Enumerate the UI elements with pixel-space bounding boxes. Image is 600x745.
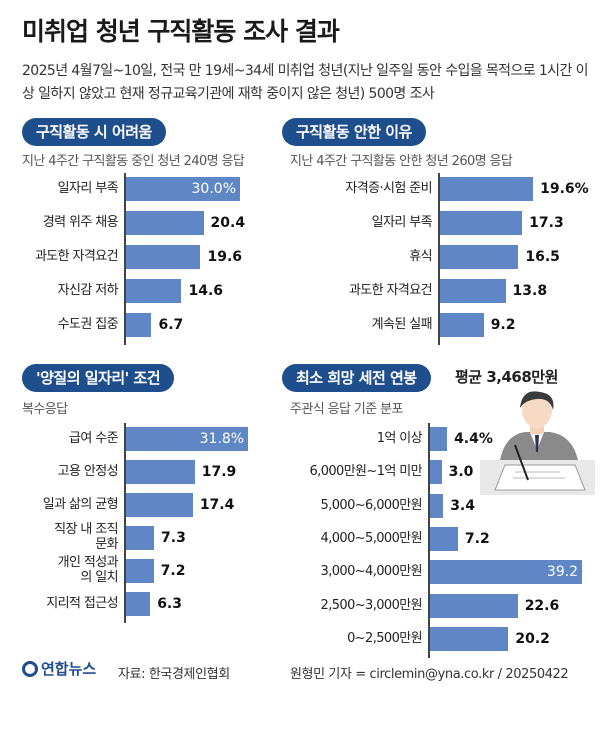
chart1-axis bbox=[124, 173, 126, 345]
chart2-value-label: 19.6% bbox=[540, 181, 589, 197]
chart1-note: 지난 4주간 구직활동 중인 청년 240명 응답 bbox=[22, 154, 245, 169]
chart4-category-label: 1억 이상 bbox=[376, 431, 423, 446]
chart1-title: 구직활동 시 어려움 bbox=[22, 118, 166, 146]
chart4-bar bbox=[430, 493, 444, 518]
chart3-axis bbox=[124, 423, 126, 623]
chart4-bar bbox=[430, 427, 448, 451]
chart4-value-label: 3.0 bbox=[448, 464, 474, 481]
chart1-value-label: 6.7 bbox=[158, 317, 184, 333]
chart4-category-label: 3,000~4,000만원 bbox=[320, 564, 423, 580]
chart3-category-label: 고용 안정성 bbox=[57, 464, 119, 479]
chart2-bar bbox=[440, 279, 506, 303]
chart1-bar bbox=[126, 177, 240, 201]
chart3-bar bbox=[126, 460, 195, 484]
logo-mark-icon bbox=[22, 660, 38, 677]
chart4-value-label: 20.2 bbox=[515, 630, 550, 647]
chart2-category-label: 휴식 bbox=[409, 249, 432, 264]
chart3-value-label: 6.3 bbox=[157, 596, 182, 612]
chart4-value-label: 7.2 bbox=[464, 530, 490, 547]
chart1-bar bbox=[126, 279, 182, 303]
chart2-bar bbox=[440, 211, 523, 235]
chart3-bar bbox=[126, 526, 155, 550]
chart3-value-label: 7.2 bbox=[160, 563, 186, 579]
chart2-category-label: 과도한 자격요건 bbox=[348, 283, 433, 298]
chart3-category-label: 지리적 접근성 bbox=[46, 596, 118, 611]
average-salary: 평균 3,468만원 bbox=[455, 368, 558, 386]
chart4-bar bbox=[430, 560, 583, 585]
chart2-category-label: 자격증·시험 준비 bbox=[345, 181, 432, 196]
chart1-value-label: 14.6 bbox=[188, 283, 224, 299]
chart3-value-label: 31.8% bbox=[199, 431, 245, 447]
chart3-value-label: 17.4 bbox=[199, 497, 235, 513]
chart4-axis bbox=[428, 423, 430, 659]
chart1-category-label: 일자리 부족 bbox=[57, 181, 119, 196]
chart4-category-label: 2,500~3,000만원 bbox=[320, 597, 423, 613]
yonhap-logo: 연합뉴스 bbox=[22, 658, 96, 679]
chart1-value-label: 19.6 bbox=[207, 249, 243, 265]
chart1-value-label: 30.0% bbox=[191, 181, 236, 197]
chart4-value-label: 22.6 bbox=[524, 597, 560, 614]
chart3-category-label: 직장 내 조직문화 bbox=[54, 522, 118, 552]
chart4-category-label: 0~2,500만원 bbox=[347, 630, 423, 646]
chart3-title: '양질의 일자리' 조건 bbox=[22, 364, 175, 392]
chart2-note: 지난 4주간 구직활동 안한 청년 260명 응답 bbox=[290, 154, 513, 169]
source: 자료: 한국경제인협회 bbox=[118, 667, 230, 682]
chart3-category-label: 일과 삶의 균형 bbox=[42, 497, 119, 512]
chart4-note: 주관식 응답 기준 분포 bbox=[290, 402, 403, 417]
chart1-category-label: 수도권 집중 bbox=[57, 317, 119, 332]
chart2-value-label: 17.3 bbox=[529, 215, 564, 231]
chart1-category-label: 과도한 자격요건 bbox=[34, 249, 119, 264]
chart2-title: 구직활동 안한 이유 bbox=[282, 118, 426, 146]
chart3-value-label: 7.3 bbox=[161, 530, 186, 546]
chart2-bar bbox=[440, 313, 484, 337]
chart4-category-label: 6,000만원~1억 미만 bbox=[309, 464, 422, 480]
chart2-value-label: 16.5 bbox=[525, 249, 560, 265]
chart3-category-label: 개인 적성과의 일치 bbox=[57, 555, 119, 585]
chart1-bar bbox=[126, 313, 152, 337]
chart1-category-label: 자신감 저하 bbox=[57, 283, 119, 298]
page-title: 미취업 청년 구직활동 조사 결과 bbox=[22, 17, 340, 46]
chart4-title: 최소 희망 세전 연봉 bbox=[282, 364, 431, 392]
chart4-category-label: 4,000~5,000만원 bbox=[320, 530, 423, 546]
chart1-bar bbox=[126, 245, 201, 269]
chart3-category-label: 급여 수준 bbox=[69, 431, 119, 446]
chart4-value-label: 39.2 bbox=[546, 564, 579, 581]
page-subtitle: 2025년 4월7일~10일, 전국 만 19세~34세 미취업 청년(지난 일… bbox=[22, 63, 588, 102]
chart4-bar bbox=[430, 460, 442, 485]
chart2-bar bbox=[440, 245, 519, 269]
chart2-category-label: 일자리 부족 bbox=[371, 215, 433, 230]
chart4-bar bbox=[430, 626, 509, 651]
chart2-axis bbox=[438, 173, 440, 345]
chart3-bar bbox=[126, 493, 193, 517]
chart1-value-label: 20.4 bbox=[210, 215, 246, 231]
chart2-bar bbox=[440, 177, 534, 201]
logo-text: 연합뉴스 bbox=[41, 660, 97, 678]
chart2-value-label: 9.2 bbox=[490, 317, 516, 333]
chart1-bar bbox=[126, 211, 204, 235]
chart4-bar bbox=[430, 593, 518, 618]
chart4-value-label: 3.4 bbox=[450, 497, 475, 514]
chart3-bar bbox=[126, 427, 249, 451]
chart3-note: 복수응답 bbox=[22, 402, 68, 417]
chart3-value-label: 17.9 bbox=[201, 464, 237, 480]
chart2-value-label: 13.8 bbox=[512, 283, 548, 299]
office-worker-illustration bbox=[480, 391, 595, 495]
chart1-category-label: 경력 위주 채용 bbox=[42, 215, 119, 230]
credit: 원형민 기자 = circlemin@yna.co.kr / 20250422 bbox=[290, 667, 569, 682]
chart2-category-label: 계속된 실패 bbox=[371, 317, 433, 332]
chart3-bar bbox=[126, 559, 154, 583]
chart4-value-label: 4.4% bbox=[454, 431, 493, 447]
chart4-bar bbox=[430, 526, 458, 551]
chart3-bar bbox=[126, 592, 151, 616]
chart4-category-label: 5,000~6,000만원 bbox=[320, 497, 423, 513]
